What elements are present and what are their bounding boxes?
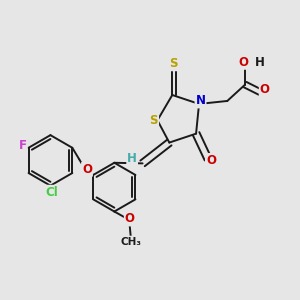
Text: O: O [206, 154, 216, 167]
Text: S: S [169, 57, 177, 70]
Text: O: O [82, 163, 92, 176]
Text: F: F [19, 139, 27, 152]
Text: N: N [196, 94, 206, 107]
Text: S: S [150, 114, 158, 127]
Text: H: H [127, 152, 137, 165]
Text: CH₃: CH₃ [121, 236, 142, 247]
Text: O: O [125, 212, 135, 226]
Text: O: O [238, 56, 249, 69]
Text: Cl: Cl [46, 186, 58, 199]
Text: O: O [260, 82, 270, 96]
Text: H: H [254, 56, 264, 69]
